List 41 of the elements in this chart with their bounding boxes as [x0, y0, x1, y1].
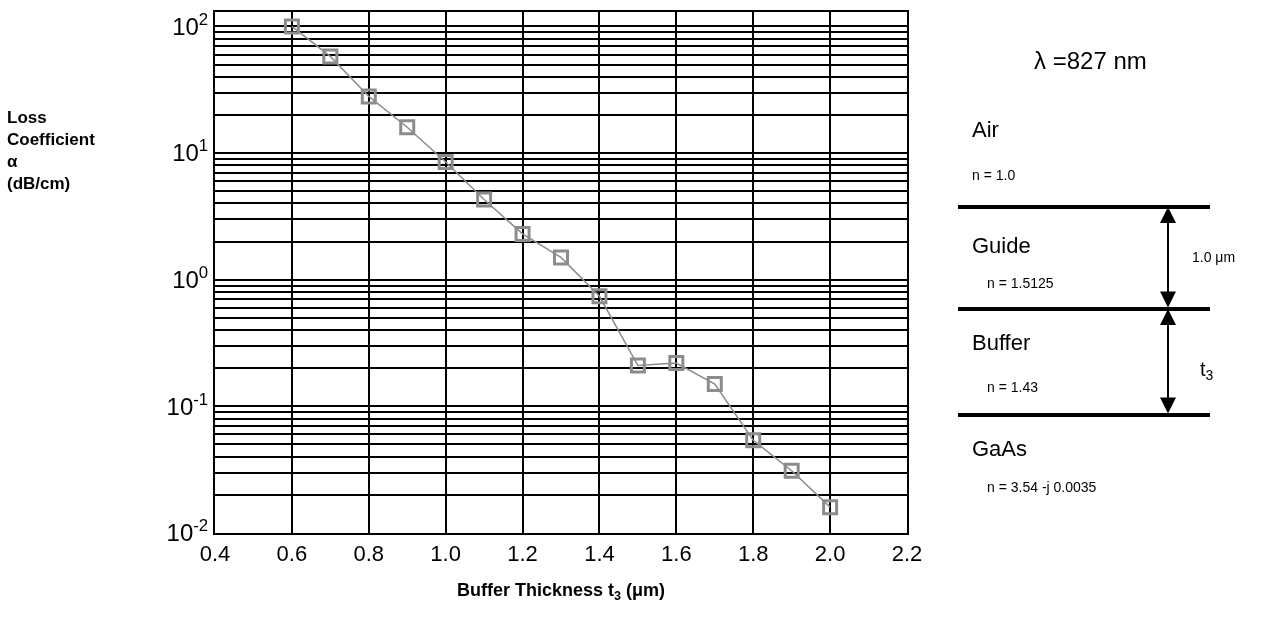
x-tick-label: 0.6 — [276, 541, 308, 567]
x-tick-label: 1.4 — [584, 541, 615, 567]
x-tick-label: 1.0 — [430, 541, 461, 567]
x-tick-label: 1.6 — [661, 541, 692, 567]
text: n = 1.0 — [972, 167, 1016, 183]
point — [283, 18, 300, 35]
point — [668, 354, 685, 371]
x-tick-label: 2.2 — [891, 541, 923, 567]
y-tick-label: 10$^{2}$ — [172, 9, 209, 40]
x-tick-label: 1.2 — [507, 541, 538, 567]
point — [822, 499, 839, 516]
y-tick-label: 10$^{1}$ — [172, 136, 209, 167]
point — [629, 357, 646, 374]
y-axis-title: Loss Coefficient α (dB/cm) — [7, 108, 96, 194]
text: t$_{3}$ — [1200, 358, 1214, 384]
point — [745, 432, 762, 449]
x-tick-label: 1.8 — [737, 541, 769, 567]
text: GaAs — [972, 436, 1028, 461]
y-tick-label: 10$^{0}$ — [172, 263, 209, 294]
text: n = 1.5125 — [987, 275, 1054, 291]
text: n = 1.43 — [987, 379, 1039, 395]
text: λ =827 nm — [1034, 47, 1147, 74]
x-tick-label: 2.0 — [814, 541, 846, 567]
point — [783, 462, 800, 479]
point — [476, 191, 493, 208]
point — [322, 48, 339, 65]
point — [553, 249, 569, 266]
text: Guide — [972, 233, 1031, 258]
point — [706, 376, 723, 393]
y-tick-label: 10$^{-1}$ — [166, 389, 209, 420]
point — [591, 288, 608, 305]
point — [437, 154, 454, 171]
point — [514, 225, 531, 242]
text: Buffer — [972, 330, 1031, 355]
x-tick-label: 0.8 — [353, 541, 385, 567]
text: Air — [972, 117, 999, 142]
text: 1.0 μm — [1192, 249, 1236, 265]
point — [360, 88, 377, 105]
text: n = 3.54 -j 0.0035 — [987, 479, 1097, 495]
x-axis-title: Buffer Thickness t$_{3}$ (μm) — [457, 580, 666, 603]
point — [399, 119, 416, 136]
